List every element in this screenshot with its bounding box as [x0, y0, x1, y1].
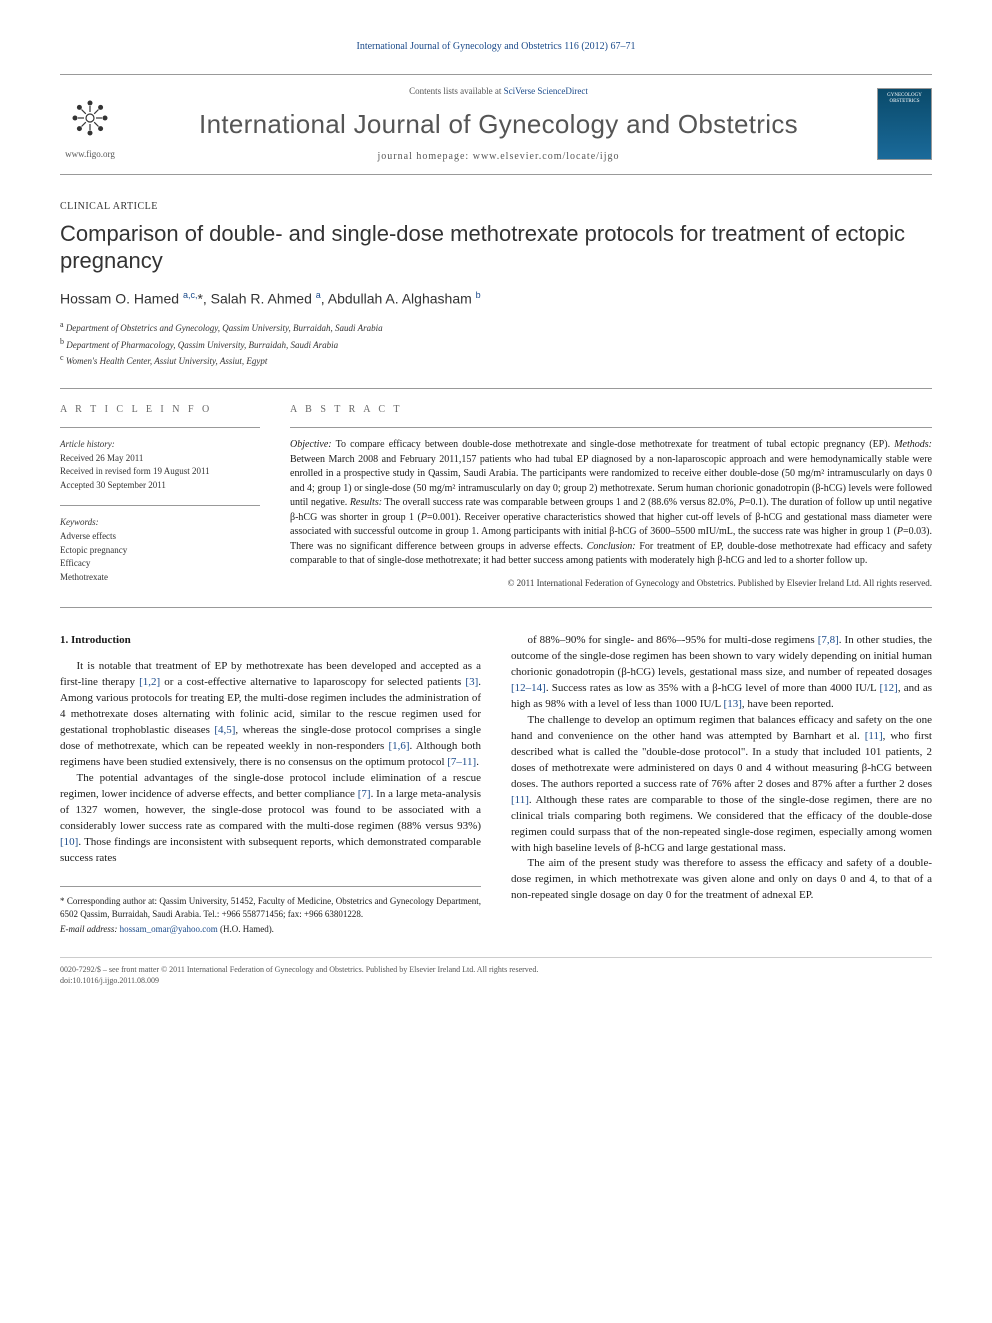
correspondence-block: * Corresponding author at: Qassim Univer… [60, 886, 481, 935]
affiliation-line: a Department of Obstetrics and Gynecolog… [60, 319, 932, 335]
history-line: Received in revised form 19 August 2011 [60, 465, 260, 478]
page-footer: 0020-7292/$ – see front matter © 2011 In… [60, 957, 932, 986]
history-line: Received 26 May 2011 [60, 452, 260, 465]
masthead-left: www.figo.org [60, 88, 120, 161]
keyword-line: Adverse effects [60, 530, 260, 543]
authors-line: Hossam O. Hamed a,c,*, Salah R. Ahmed a,… [60, 289, 932, 309]
affiliation-line: c Women's Health Center, Assiut Universi… [60, 352, 932, 368]
keywords-block: Keywords: Adverse effectsEctopic pregnan… [60, 516, 260, 583]
journal-cover-thumbnail: GYNECOLOGY OBSTETRICS [877, 88, 932, 160]
article-info-label: A R T I C L E I N F O [60, 403, 260, 417]
contents-available-line: Contents lists available at SciVerse Sci… [120, 85, 877, 98]
email-label: E-mail address: [60, 924, 120, 934]
figo-url[interactable]: www.figo.org [60, 148, 120, 161]
body-paragraph: The challenge to develop an optimum regi… [511, 713, 932, 856]
body-right-column: of 88%–90% for single- and 86%–-95% for … [511, 633, 932, 937]
corr-label: Corresponding author at: [67, 896, 157, 906]
footer-line-2: doi:10.1016/j.ijgo.2011.08.009 [60, 975, 932, 986]
info-abstract-row: A R T I C L E I N F O Article history: R… [60, 388, 932, 608]
cover-text-bot: OBSTETRICS [889, 99, 919, 105]
homepage-url[interactable]: www.elsevier.com/locate/ijgo [473, 151, 620, 162]
body-paragraph: It is notable that treatment of EP by me… [60, 659, 481, 771]
contents-prefix: Contents lists available at [409, 86, 503, 96]
affiliations: a Department of Obstetrics and Gynecolog… [60, 319, 932, 368]
corr-email-link[interactable]: hossam_omar@yahoo.com [120, 924, 218, 934]
keyword-line: Methotrexate [60, 571, 260, 584]
body-paragraph: The potential advantages of the single-d… [60, 771, 481, 867]
body-paragraph: of 88%–90% for single- and 86%–-95% for … [511, 633, 932, 713]
article-title: Comparison of double- and single-dose me… [60, 220, 932, 275]
abstract-text: Objective: To compare efficacy between d… [290, 438, 932, 569]
journal-name: International Journal of Gynecology and … [120, 106, 877, 142]
figo-logo-block: www.figo.org [60, 88, 120, 161]
history-line: Accepted 30 September 2011 [60, 479, 260, 492]
abstract-label: A B S T R A C T [290, 403, 932, 417]
article-history-block: Article history: Received 26 May 2011Rec… [60, 438, 260, 491]
history-title: Article history: [60, 438, 260, 451]
body-paragraph: The aim of the present study was therefo… [511, 856, 932, 904]
keyword-line: Efficacy [60, 557, 260, 570]
homepage-prefix: journal homepage: [378, 151, 473, 162]
masthead-center: Contents lists available at SciVerse Sci… [120, 85, 877, 164]
body-left-column: 1. Introduction It is notable that treat… [60, 633, 481, 937]
section-heading-introduction: 1. Introduction [60, 633, 481, 649]
abstract-column: A B S T R A C T Objective: To compare ef… [290, 403, 932, 597]
article-info-column: A R T I C L E I N F O Article history: R… [60, 403, 260, 597]
sciencedirect-link[interactable]: SciVerse ScienceDirect [504, 86, 588, 96]
abstract-copyright: © 2011 International Federation of Gynec… [290, 577, 932, 590]
affiliation-line: b Department of Pharmacology, Qassim Uni… [60, 336, 932, 352]
figo-logo-icon [60, 88, 120, 148]
email-suffix: (H.O. Hamed). [218, 924, 274, 934]
corr-star: * [60, 896, 65, 906]
body-columns: 1. Introduction It is notable that treat… [60, 633, 932, 937]
journal-homepage-line: journal homepage: www.elsevier.com/locat… [120, 150, 877, 164]
journal-reference: International Journal of Gynecology and … [60, 40, 932, 54]
article-type: CLINICAL ARTICLE [60, 200, 932, 214]
keywords-title: Keywords: [60, 516, 260, 529]
keyword-line: Ectopic pregnancy [60, 544, 260, 557]
footer-line-1: 0020-7292/$ – see front matter © 2011 In… [60, 964, 932, 975]
masthead: www.figo.org Contents lists available at… [60, 74, 932, 175]
